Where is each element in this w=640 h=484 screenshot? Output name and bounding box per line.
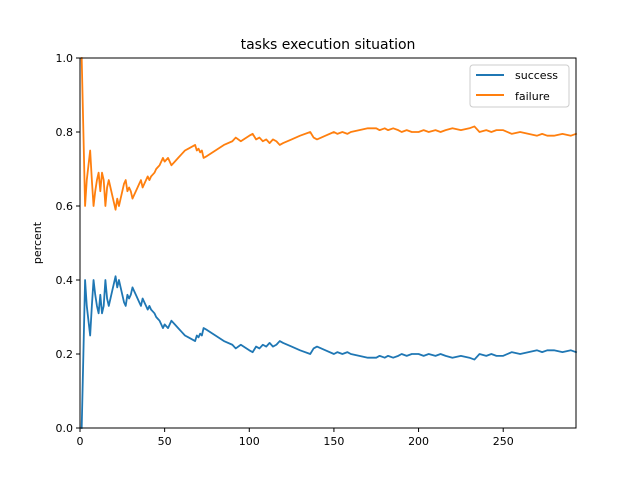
y-tick-label: 0.4 xyxy=(56,274,74,287)
plot-area xyxy=(79,57,578,429)
chart-title: tasks execution situation xyxy=(241,37,416,53)
axes-frame xyxy=(79,57,577,429)
x-axis: 0 50 100 150 200 250 xyxy=(77,428,514,448)
y-axis-label: percent xyxy=(31,221,44,264)
x-tick-label: 100 xyxy=(239,435,260,448)
y-tick-label: 0.8 xyxy=(56,126,74,139)
y-tick-label: 0.2 xyxy=(56,348,74,361)
y-tick-label: 0.0 xyxy=(56,422,74,435)
series-line-failure xyxy=(80,57,578,211)
y-tick-label: 0.6 xyxy=(56,200,74,213)
series-layer xyxy=(80,57,578,429)
x-tick-label: 50 xyxy=(158,435,172,448)
legend-label-failure: failure xyxy=(515,90,550,103)
y-axis: 0.0 0.2 0.4 0.6 0.8 1.0 xyxy=(56,52,80,435)
series-line-success xyxy=(80,275,578,429)
legend: success failure xyxy=(469,64,570,108)
legend-label-success: success xyxy=(515,69,558,82)
y-tick-label: 1.0 xyxy=(56,52,74,65)
x-tick-label: 200 xyxy=(408,435,429,448)
x-tick-label: 150 xyxy=(323,435,344,448)
x-tick-label: 250 xyxy=(493,435,514,448)
x-tick-label: 0 xyxy=(77,435,84,448)
